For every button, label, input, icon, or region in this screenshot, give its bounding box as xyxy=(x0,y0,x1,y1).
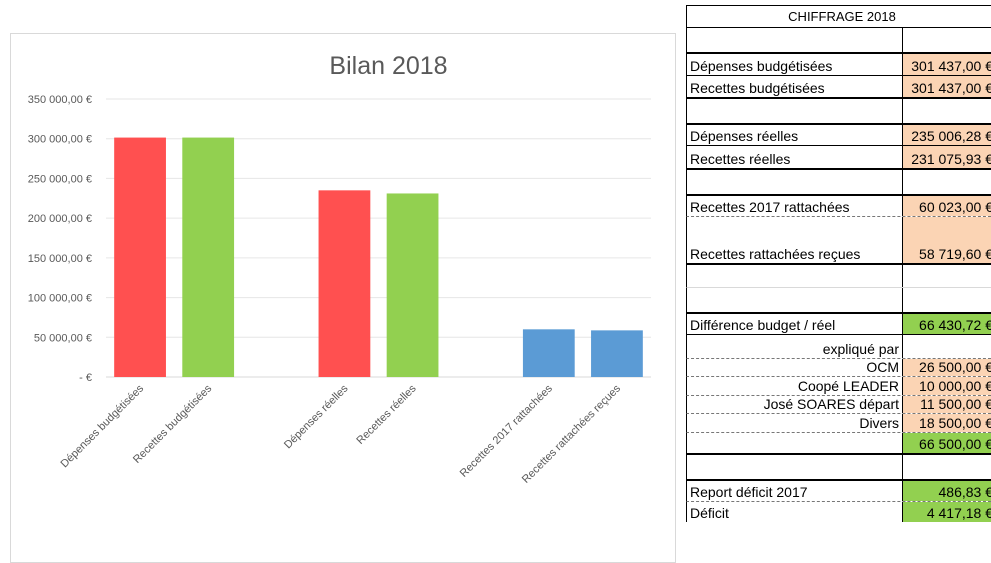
table-row: Recettes rattachées reçues 58 719,60 € xyxy=(686,217,991,265)
row-value: 235 006,28 € xyxy=(903,125,991,145)
table-row: Recettes 2017 rattachées 60 023,00 € xyxy=(686,194,991,217)
row-value: 231 075,93 € xyxy=(903,146,991,168)
table-row: Report déficit 2017 486,83 € xyxy=(686,479,991,502)
table-row: Divers 18 500,00 € xyxy=(686,414,991,433)
x-tick-label: Recettes budgétisées xyxy=(131,382,215,466)
table-row: 66 500,00 € xyxy=(686,433,991,455)
row-value: 301 437,00 € xyxy=(903,54,991,75)
summary-table: CHIFFRAGE 2018 Dépenses budgétisées 301 43… xyxy=(686,5,991,522)
table-row xyxy=(686,455,991,479)
row-value: 10 000,00 € xyxy=(903,377,991,395)
bar-chart: Bilan 2018 - € 50 000,00 € 100 000,00 € 150 … xyxy=(28,52,651,486)
row-value xyxy=(903,170,991,194)
row-label xyxy=(687,28,903,52)
y-tick-label: 50 000,00 € xyxy=(34,332,92,344)
row-label: Recettes budgétisées xyxy=(687,76,903,97)
bar xyxy=(182,137,235,377)
row-value xyxy=(903,99,991,123)
y-tick-label: 300 000,00 € xyxy=(28,134,92,146)
table-row xyxy=(686,99,991,123)
row-label: José SOARES départ xyxy=(687,396,903,413)
table-row xyxy=(686,288,991,312)
table-row: Dépenses réelles 235 006,28 € xyxy=(686,123,991,146)
row-label xyxy=(687,170,903,194)
row-value: 4 417,18 € xyxy=(903,502,991,522)
row-label: OCM xyxy=(687,359,903,376)
table-row: expliqué par xyxy=(686,335,991,359)
row-label: expliqué par xyxy=(687,335,903,358)
row-label: Différence budget / réel xyxy=(687,314,903,334)
x-tick-label: Recettes réelles xyxy=(354,382,419,447)
row-label: Coopé LEADER xyxy=(687,377,903,395)
row-value: 26 500,00 € xyxy=(903,359,991,376)
y-tick-label: 200 000,00 € xyxy=(28,213,92,225)
row-label: Déficit xyxy=(687,502,903,522)
row-label: Dépenses budgétisées xyxy=(687,54,903,75)
table-row: CHIFFRAGE 2018 xyxy=(686,5,991,28)
row-value xyxy=(903,28,991,52)
chart-title: Bilan 2018 xyxy=(329,52,447,80)
bar xyxy=(318,190,371,377)
row-label: Recettes rattachées reçues xyxy=(687,217,903,263)
row-label xyxy=(687,99,903,123)
row-value xyxy=(903,455,991,479)
row-label: Divers xyxy=(687,414,903,432)
row-value: 11 500,00 € xyxy=(903,396,991,413)
table-title: CHIFFRAGE 2018 xyxy=(788,9,896,24)
table-row xyxy=(686,170,991,194)
row-label xyxy=(687,265,903,287)
y-tick-label: 100 000,00 € xyxy=(28,293,92,305)
y-tick-label: 150 000,00 € xyxy=(28,253,92,265)
row-label: Report déficit 2017 xyxy=(687,481,903,501)
table-row: Différence budget / réel 66 430,72 € xyxy=(686,312,991,335)
y-tick-label: 350 000,00 € xyxy=(28,94,92,106)
y-tick-label: - € xyxy=(79,372,92,384)
bar xyxy=(591,330,643,377)
table-row: Déficit 4 417,18 € xyxy=(686,502,991,522)
table-row: OCM 26 500,00 € xyxy=(686,359,991,377)
row-value xyxy=(903,265,991,287)
bar xyxy=(386,193,439,377)
table-row: Dépenses budgétisées 301 437,00 € xyxy=(686,52,991,76)
table-row xyxy=(686,28,991,52)
table-row: Recettes budgétisées 301 437,00 € xyxy=(686,76,991,99)
row-label: Recettes 2017 rattachées xyxy=(687,196,903,216)
bar xyxy=(114,137,166,377)
row-value: 18 500,00 € xyxy=(903,414,991,432)
row-label: Recettes réelles xyxy=(687,146,903,168)
chart-area: Bilan 2018 - € 50 000,00 € 100 000,00 € 150 … xyxy=(10,33,676,563)
bar xyxy=(522,329,575,377)
table-row: Coopé LEADER 10 000,00 € xyxy=(686,377,991,396)
table-row xyxy=(686,265,991,288)
row-value: 60 023,00 € xyxy=(903,196,991,216)
table-row: Recettes réelles 231 075,93 € xyxy=(686,146,991,170)
row-value xyxy=(903,288,991,312)
row-value xyxy=(903,335,991,358)
row-value: 66 430,72 € xyxy=(903,314,991,334)
row-value: 66 500,00 € xyxy=(903,433,991,453)
x-tick-label: Dépenses réelles xyxy=(282,382,351,451)
row-value: 58 719,60 € xyxy=(903,217,991,263)
row-value: 486,83 € xyxy=(903,481,991,501)
row-label xyxy=(687,455,903,479)
y-tick-label: 250 000,00 € xyxy=(28,173,92,185)
row-label: Dépenses réelles xyxy=(687,125,903,145)
row-label xyxy=(687,433,903,453)
table-row: José SOARES départ 11 500,00 € xyxy=(686,396,991,414)
row-value: 301 437,00 € xyxy=(903,76,991,97)
row-label xyxy=(687,288,903,312)
